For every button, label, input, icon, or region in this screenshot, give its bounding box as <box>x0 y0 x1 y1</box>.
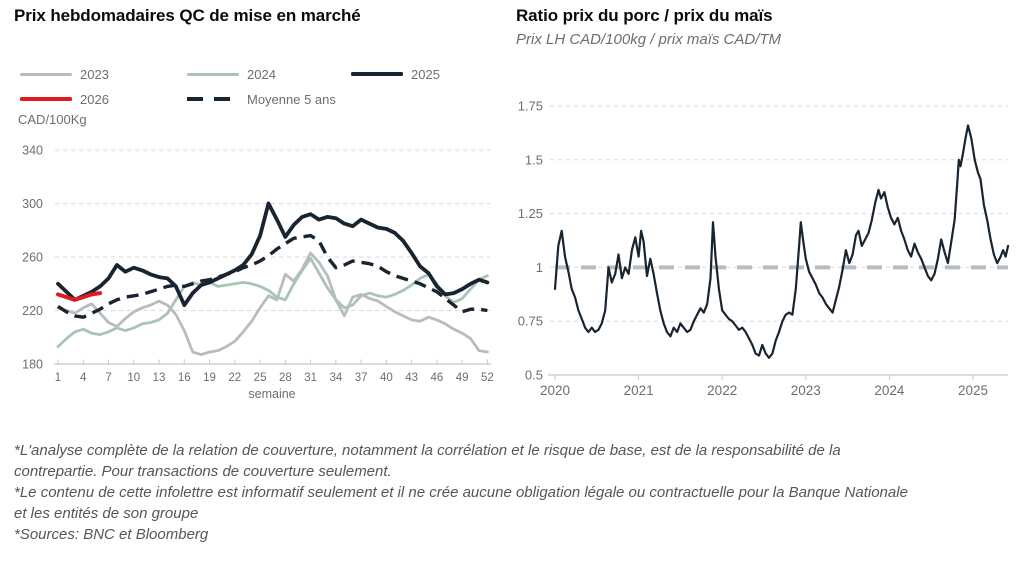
svg-text:46: 46 <box>431 372 444 384</box>
svg-text:37: 37 <box>355 372 368 384</box>
legend-swatch-moyenne <box>187 97 239 101</box>
svg-text:52: 52 <box>481 372 494 384</box>
svg-text:2025: 2025 <box>958 383 988 398</box>
svg-text:22: 22 <box>228 372 241 384</box>
svg-text:1.25: 1.25 <box>518 206 543 221</box>
legend-item-moyenne-5ans: Moyenne 5 ans <box>187 91 351 107</box>
left-chart-legend: 2023 2024 2025 2026 Moyenne 5 ans <box>20 66 440 107</box>
svg-text:2022: 2022 <box>707 383 737 398</box>
svg-text:25: 25 <box>254 372 267 384</box>
footnote-sources: *Sources: BNC et Bloomberg <box>14 526 209 543</box>
legend-swatch-2023 <box>20 72 72 76</box>
svg-text:40: 40 <box>380 372 393 384</box>
footnote-hedging: *L'analyse complète de la relation de co… <box>14 442 841 480</box>
y-axis-unit-label: CAD/100Kg <box>18 112 87 127</box>
svg-text:1.75: 1.75 <box>518 99 543 114</box>
svg-text:49: 49 <box>456 372 469 384</box>
ratio-chart: Ratio prix du porc / prix du maïs Prix L… <box>500 0 1024 420</box>
right-chart-title: Ratio prix du porc / prix du maïs <box>516 6 773 25</box>
left-plot-svg: 220 260 300 340 180 1 4 7 10 13 16 19 22 25 28 31 34 37 40… <box>22 144 494 402</box>
svg-text:16: 16 <box>178 372 191 384</box>
svg-text:7: 7 <box>105 372 111 384</box>
legend-label: 2023 <box>80 66 109 82</box>
legend-item-2023: 2023 <box>20 66 187 82</box>
svg-text:semaine: semaine <box>248 387 295 401</box>
legend-swatch-2026 <box>20 97 72 101</box>
footnote-legal: *Le contenu de cette infolettre est info… <box>14 484 908 522</box>
weekly-price-chart: Prix hebdomadaires QC de mise en marché … <box>0 0 500 420</box>
svg-text:220: 220 <box>22 304 43 318</box>
svg-text:31: 31 <box>304 372 317 384</box>
svg-text:2021: 2021 <box>624 383 654 398</box>
legend-swatch-2024 <box>187 72 239 76</box>
svg-text:2023: 2023 <box>791 383 821 398</box>
svg-text:10: 10 <box>127 372 140 384</box>
footnotes: *L'analyse complète de la relation de co… <box>14 440 916 545</box>
legend-label: 2024 <box>247 66 276 82</box>
legend-label: 2025 <box>411 66 440 82</box>
svg-text:340: 340 <box>22 144 43 158</box>
svg-text:180: 180 <box>22 358 43 372</box>
legend-label: 2026 <box>80 91 109 107</box>
left-chart-title: Prix hebdomadaires QC de mise en marché <box>14 6 361 25</box>
svg-text:4: 4 <box>80 372 87 384</box>
svg-text:19: 19 <box>203 372 216 384</box>
svg-text:28: 28 <box>279 372 292 384</box>
svg-text:1: 1 <box>55 372 61 384</box>
legend-item-2026: 2026 <box>20 91 187 107</box>
svg-text:2020: 2020 <box>540 383 570 398</box>
svg-text:260: 260 <box>22 251 43 265</box>
svg-text:1: 1 <box>536 260 543 275</box>
svg-text:13: 13 <box>153 372 166 384</box>
svg-text:0.75: 0.75 <box>518 314 543 329</box>
svg-text:43: 43 <box>405 372 418 384</box>
legend-label: Moyenne 5 ans <box>247 91 336 107</box>
svg-text:2024: 2024 <box>874 383 905 398</box>
legend-item-2025: 2025 <box>351 66 440 82</box>
svg-text:300: 300 <box>22 197 43 211</box>
svg-text:0.5: 0.5 <box>525 368 543 383</box>
right-chart-subtitle: Prix LH CAD/100kg / prix maïs CAD/TM <box>516 31 782 48</box>
svg-text:1.5: 1.5 <box>525 152 543 167</box>
svg-text:34: 34 <box>329 372 342 384</box>
legend-swatch-2025 <box>351 72 403 76</box>
legend-item-2024: 2024 <box>187 66 351 82</box>
